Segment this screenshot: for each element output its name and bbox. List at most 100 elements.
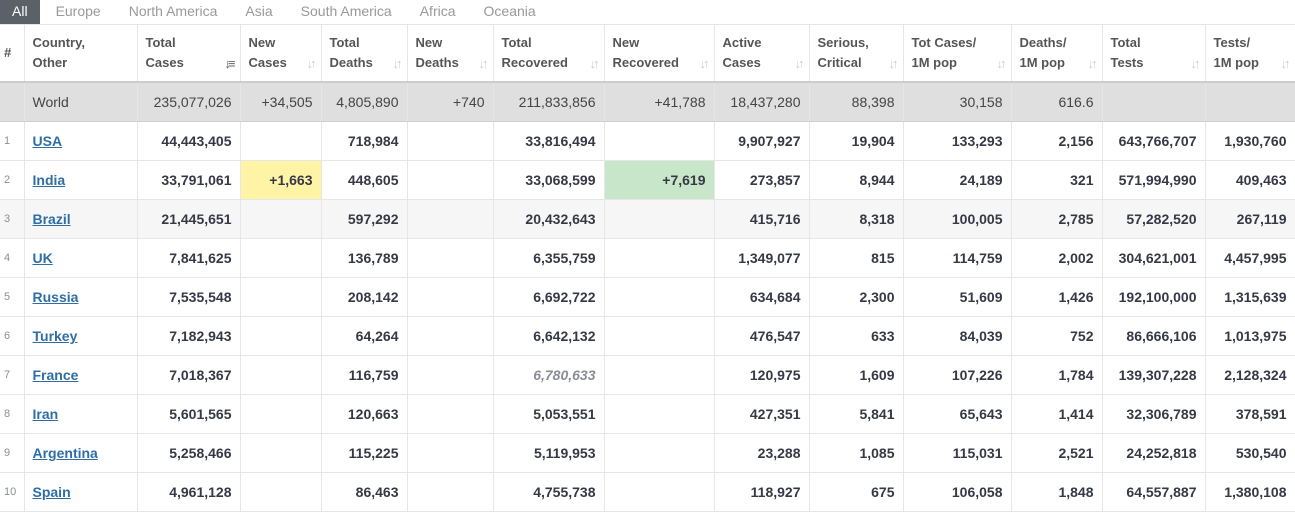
cell-tests-per-1m: 409,463 [1205, 160, 1295, 200]
cell-total-tests: 57,282,520 [1102, 199, 1206, 239]
header-label: # [4, 43, 11, 63]
table-row: 1 USA 44,443,405 718,984 33,816,494 9,907,927… [0, 121, 1295, 161]
tab-oceania[interactable]: Oceania [483, 3, 536, 19]
cell-new-cases [240, 355, 322, 395]
sort-arrows-icon[interactable]: ↓↑ [888, 56, 899, 71]
header-serious-critical[interactable]: Serious, Critical ↓↑ [809, 25, 904, 83]
cell-new-cases [240, 394, 322, 434]
cell-new-cases [240, 277, 322, 317]
country-link[interactable]: France [32, 367, 79, 383]
country-link[interactable]: Turkey [32, 328, 78, 344]
header-deaths-per-1m[interactable]: Deaths/1M pop ↓↑ [1011, 25, 1103, 83]
header-label-line1: Country, [32, 35, 85, 50]
header-new-cases[interactable]: New Cases ↓↑ [240, 25, 322, 83]
header-label-line2: 1M pop [1019, 55, 1066, 70]
sort-arrows-icon[interactable]: ↓↑ [996, 56, 1007, 71]
cell-total-tests: 24,252,818 [1102, 433, 1206, 473]
cell-new-recovered [604, 355, 715, 395]
header-country[interactable]: Country, Other [24, 25, 138, 83]
header-label-line1: Tests/ [1213, 35, 1251, 50]
cell-total-deaths: 136,789 [321, 238, 408, 278]
cell-tot-cases-per-1m: 133,293 [903, 121, 1012, 161]
country-link[interactable]: India [32, 172, 66, 188]
tab-all[interactable]: All [0, 0, 40, 24]
sort-arrows-icon[interactable]: ↓↑ [392, 56, 403, 71]
cell-tests-per-1m: 378,591 [1205, 394, 1295, 434]
country-link[interactable]: Spain [32, 484, 71, 500]
cell-rank: 9 [0, 433, 25, 473]
cell-new-recovered [604, 199, 715, 239]
tab-north-america[interactable]: North America [128, 3, 218, 19]
cell-new-deaths [407, 355, 494, 395]
country-link[interactable]: Brazil [32, 211, 71, 227]
header-label: Total Tests [1111, 33, 1144, 73]
cell-new-deaths: +740 [407, 82, 494, 122]
sort-arrows-icon[interactable]: ↓↑ [589, 56, 600, 71]
header-tot-cases-per-1m[interactable]: Tot Cases/1M pop ↓↑ [903, 25, 1012, 83]
cell-total-deaths: 120,663 [321, 394, 408, 434]
country-link[interactable]: Iran [32, 406, 59, 422]
sort-arrows-icon[interactable]: ↓↑ [1190, 56, 1201, 71]
cell-country: Russia [24, 277, 138, 317]
header-label-line1: Tot Cases/ [911, 35, 977, 50]
header-label-line2: Cases [145, 55, 184, 70]
cell-active-cases: 23,288 [714, 433, 810, 473]
sort-arrows-icon[interactable]: ↓≡ [224, 56, 235, 71]
cell-active-cases: 1,349,077 [714, 238, 810, 278]
header-tests-per-1m[interactable]: Tests/1M pop ↓↑ [1205, 25, 1295, 83]
cell-total-deaths: 4,805,890 [321, 82, 408, 122]
tab-africa[interactable]: Africa [419, 3, 456, 19]
header-label: Total Recovered [502, 33, 568, 73]
header-label: New Cases [249, 33, 287, 73]
cell-new-cases [240, 199, 322, 239]
header-active-cases[interactable]: Active Cases ↓↑ [714, 25, 810, 83]
country-link[interactable]: Argentina [32, 445, 98, 461]
tab-europe[interactable]: Europe [55, 3, 101, 19]
cell-new-cases [240, 121, 322, 161]
cell-total-deaths: 115,225 [321, 433, 408, 473]
cell-rank: 10 [0, 472, 25, 512]
header-new-deaths[interactable]: New Deaths ↓↑ [407, 25, 494, 83]
cell-tot-cases-per-1m: 107,226 [903, 355, 1012, 395]
cell-deaths-per-1m: 2,156 [1011, 121, 1103, 161]
cell-total-tests: 139,307,228 [1102, 355, 1206, 395]
country-link[interactable]: UK [32, 250, 53, 266]
tab-south-america[interactable]: South America [300, 3, 392, 19]
header-total-recovered[interactable]: Total Recovered ↓↑ [493, 25, 605, 83]
cell-new-deaths [407, 160, 494, 200]
sort-arrows-icon[interactable]: ↓↑ [1280, 56, 1291, 71]
header-label-line2: Other [32, 55, 68, 70]
tab-asia[interactable]: Asia [245, 3, 273, 19]
cell-tot-cases-per-1m: 114,759 [903, 238, 1012, 278]
cell-tot-cases-per-1m: 115,031 [903, 433, 1012, 473]
sort-arrows-icon[interactable]: ↓↑ [1087, 56, 1098, 71]
header-label-line2: Critical [817, 55, 862, 70]
cell-total-tests: 571,994,990 [1102, 160, 1206, 200]
header-total-deaths[interactable]: Total Deaths ↓↑ [321, 25, 408, 83]
cell-new-deaths [407, 121, 494, 161]
sort-arrows-icon[interactable]: ↓↑ [306, 56, 317, 71]
cell-serious-critical: 675 [809, 472, 904, 512]
table-row: 2 India 33,791,061 +1,663 448,605 33,068,599 +… [0, 160, 1295, 200]
header-total-cases[interactable]: Total Cases ↓≡ [137, 25, 241, 83]
cell-new-cases: +1,663 [240, 160, 322, 200]
cell-tests-per-1m: 4,457,995 [1205, 238, 1295, 278]
cell-tot-cases-per-1m: 84,039 [903, 316, 1012, 356]
cell-new-recovered [604, 316, 715, 356]
sort-arrows-icon[interactable]: ↓↑ [478, 56, 489, 71]
cell-country: France [24, 355, 138, 395]
sort-arrows-icon[interactable]: ↓↑ [794, 56, 805, 71]
header-rank[interactable]: # [0, 25, 25, 83]
header-total-tests[interactable]: Total Tests ↓↑ [1102, 25, 1206, 83]
header-label: Active Cases [723, 33, 762, 73]
country-link[interactable]: Russia [32, 289, 79, 305]
cell-serious-critical: 815 [809, 238, 904, 278]
cell-total-cases: 5,258,466 [137, 433, 241, 473]
table-header-row: # Country, Other Total Cases ↓≡ New Cases ↓↑ Tota… [0, 25, 1295, 83]
cell-active-cases: 634,684 [714, 277, 810, 317]
header-label-line2: 1M pop [1213, 55, 1260, 70]
header-new-recovered[interactable]: New Recovered ↓↑ [604, 25, 715, 83]
header-label: Tests/1M pop [1214, 33, 1260, 73]
country-link[interactable]: USA [32, 133, 63, 149]
sort-arrows-icon[interactable]: ↓↑ [699, 56, 710, 71]
